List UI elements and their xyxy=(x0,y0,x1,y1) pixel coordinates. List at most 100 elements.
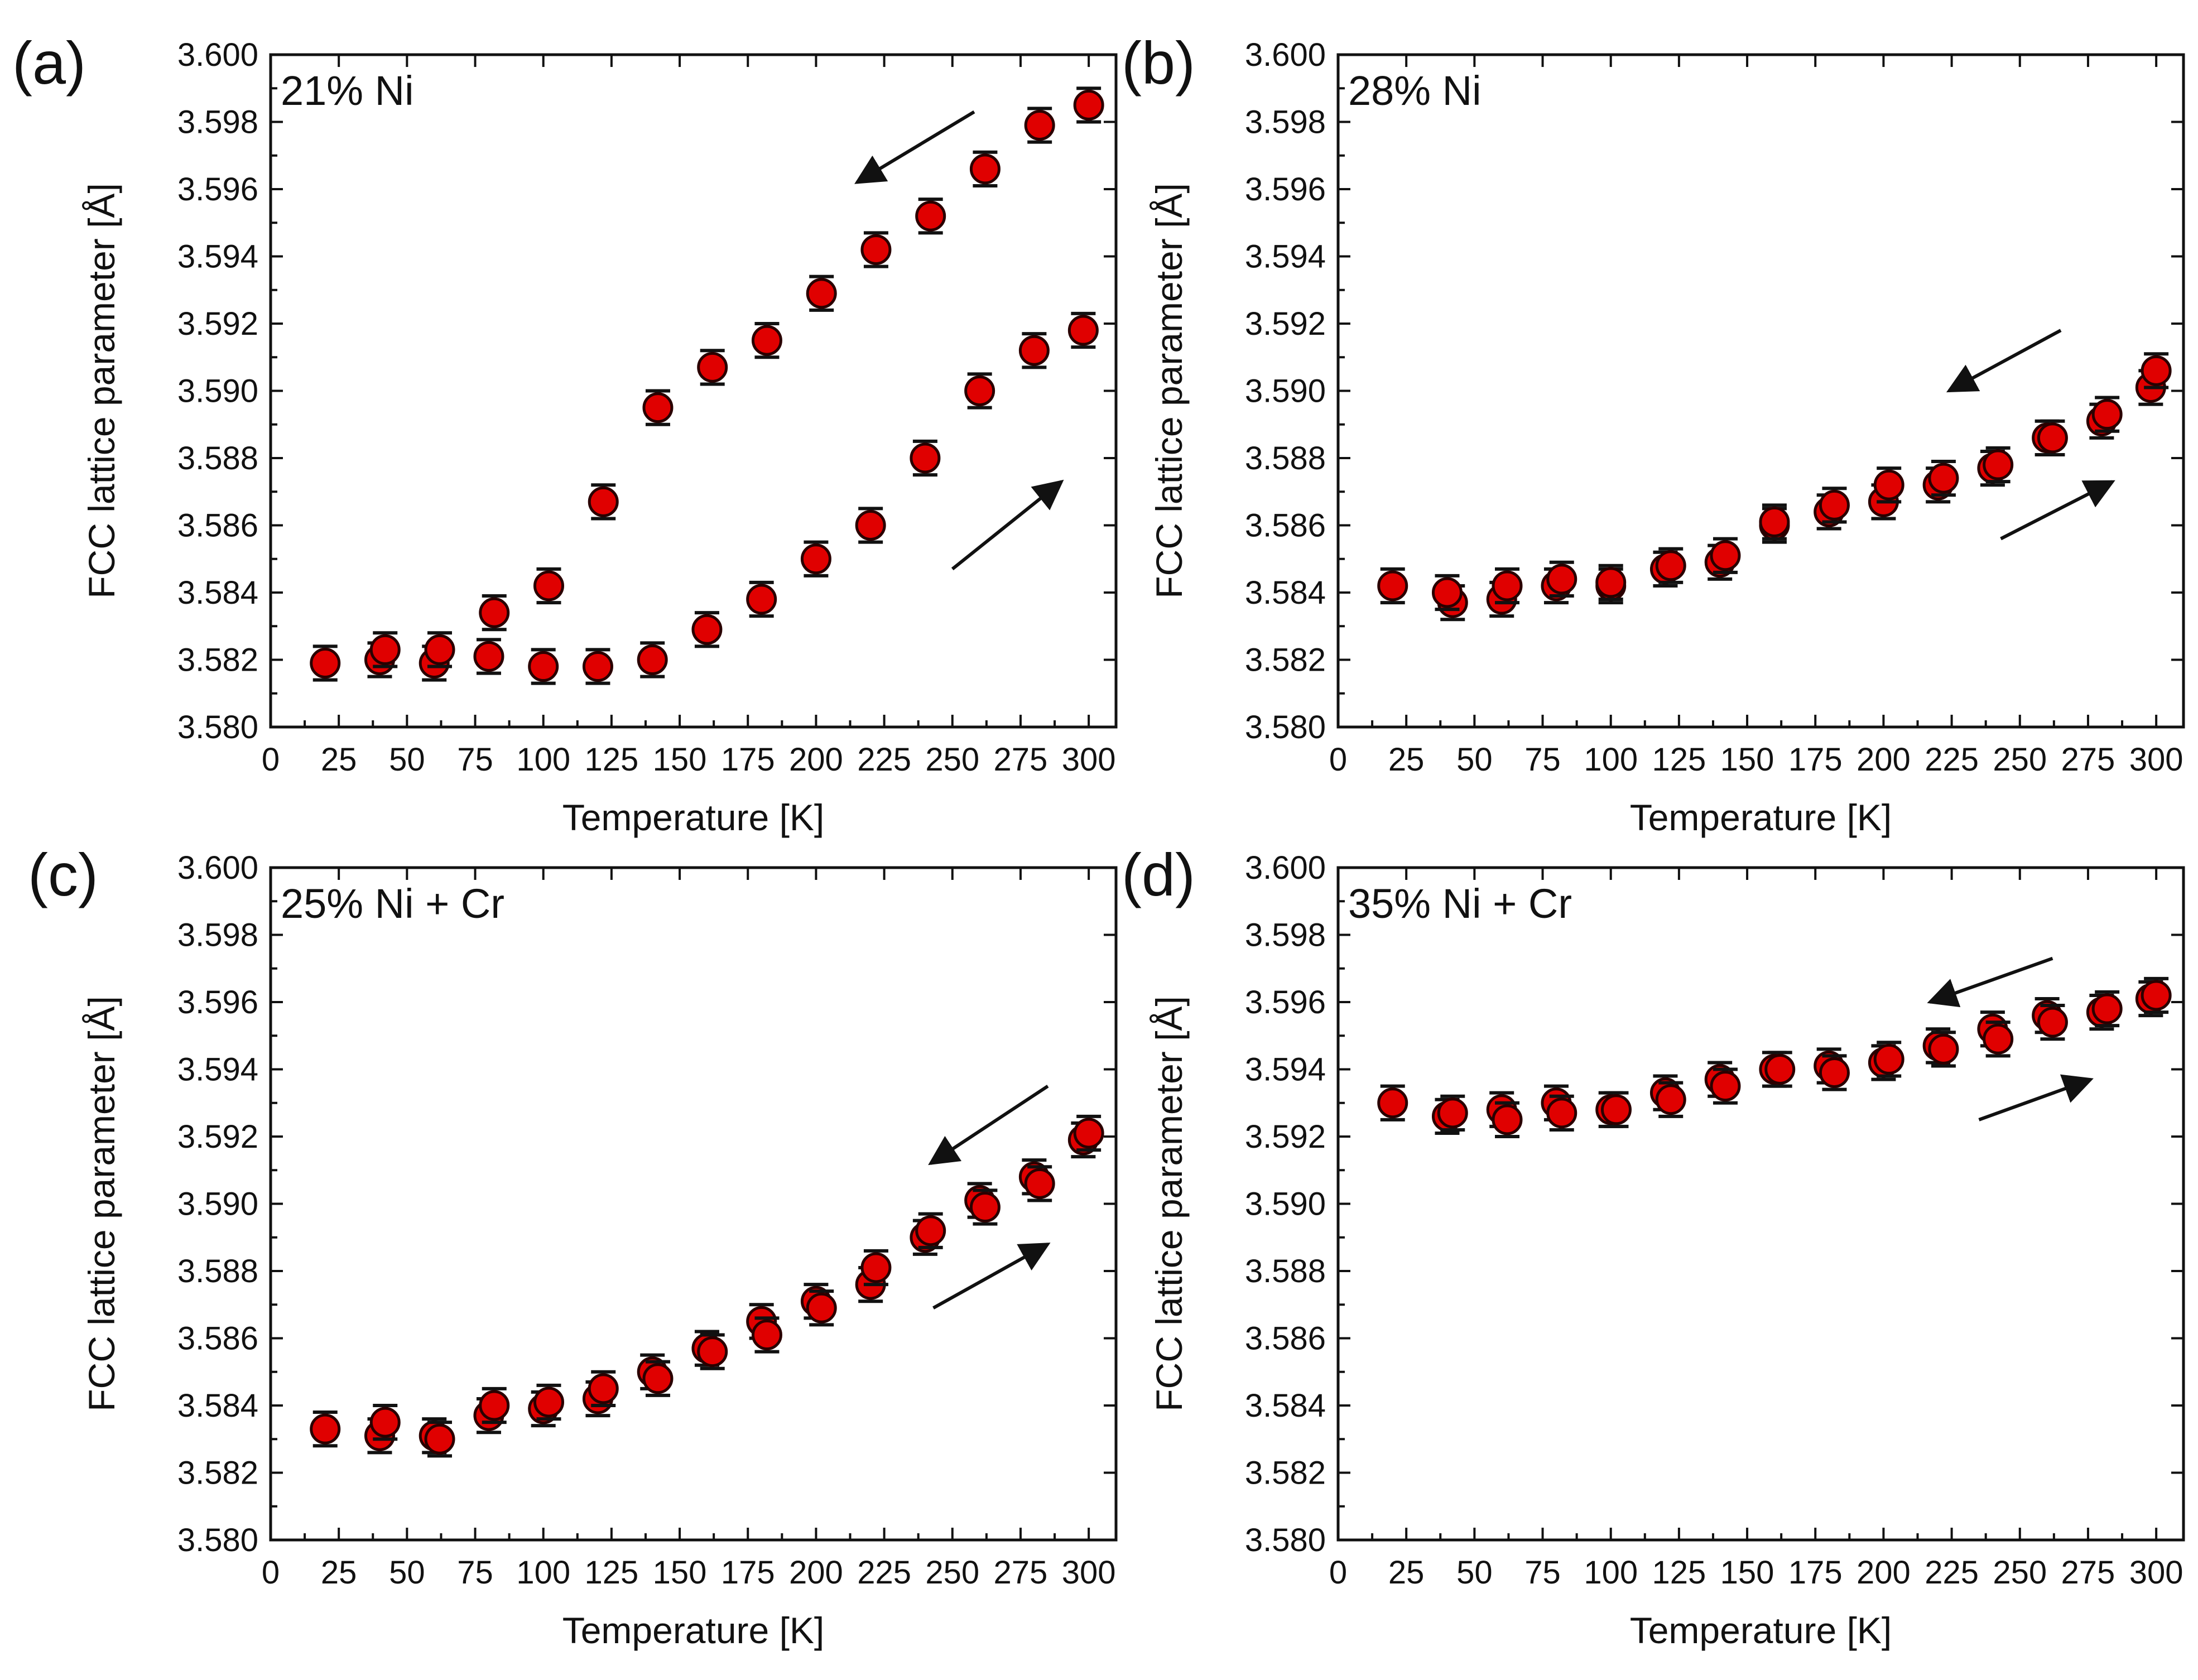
data-point-cooling xyxy=(1710,1071,1741,1102)
data-point-cooling xyxy=(1873,469,1904,500)
y-tick-label: 3.590 xyxy=(177,373,258,410)
data-point-heating xyxy=(855,510,886,541)
data-point-cooling xyxy=(1819,1057,1850,1089)
x-tick-label: 25 xyxy=(321,742,357,778)
x-tick-label: 50 xyxy=(1456,742,1493,778)
y-axis-title: FCC lattice parameter [Å] xyxy=(81,183,122,599)
y-tick-label: 3.582 xyxy=(1245,1455,1326,1491)
y-axis-title: FCC lattice parameter [Å] xyxy=(1148,183,1190,599)
x-tick-label: 200 xyxy=(1856,1554,1911,1591)
chart-panel-b: 0 25 50 75 100 125 150 175 200 225 250 275 300 3.580 3… xyxy=(1122,29,2185,838)
data-point-cooling xyxy=(1928,1033,1959,1065)
y-tick-label: 3.592 xyxy=(1245,1119,1326,1155)
x-tick-label: 200 xyxy=(1856,742,1911,778)
chart-panel-d: 0 25 50 75 100 125 150 175 200 225 250 275 300 3.580 3… xyxy=(1122,841,2185,1651)
panel-label: (b) xyxy=(1122,29,1195,97)
x-tick-label: 75 xyxy=(1524,1554,1561,1591)
data-point-cooling xyxy=(479,597,510,628)
y-tick-label: 3.588 xyxy=(177,1253,258,1289)
data-point-cooling xyxy=(369,634,401,665)
panel-title: 35% Ni + Cr xyxy=(1348,880,1572,927)
x-tick-label: 150 xyxy=(653,742,707,778)
y-tick-label: 3.584 xyxy=(1245,575,1326,611)
y-tick-label: 3.596 xyxy=(1245,984,1326,1020)
data-point-heating xyxy=(1377,1087,1408,1119)
x-tick-label: 175 xyxy=(1788,742,1843,778)
x-tick-label: 200 xyxy=(789,1554,843,1591)
data-point-cooling xyxy=(1073,1118,1104,1149)
y-tick-label: 3.594 xyxy=(1245,1052,1326,1088)
data-point-cooling xyxy=(642,1363,674,1394)
y-tick-label: 3.592 xyxy=(1245,306,1326,342)
data-point-cooling xyxy=(806,278,837,309)
x-tick-label: 300 xyxy=(2129,1554,2183,1591)
chart-panel-c: 0 25 50 75 100 125 150 175 200 225 250 275 300 3.580 3… xyxy=(28,841,1118,1651)
heating-arrow xyxy=(2000,480,2115,541)
y-tick-label: 3.580 xyxy=(177,709,258,745)
heating-arrow xyxy=(951,479,1064,571)
data-point-cooling xyxy=(1024,110,1055,141)
y-tick-label: 3.592 xyxy=(177,306,258,342)
cooling-arrow xyxy=(1927,956,2053,1008)
data-point-cooling xyxy=(751,325,782,356)
x-tick-label: 150 xyxy=(653,1554,707,1591)
x-tick-label: 275 xyxy=(994,1554,1048,1591)
data-point-cooling xyxy=(860,1252,892,1283)
panel-label: (c) xyxy=(28,841,98,908)
data-point-heating xyxy=(310,648,341,679)
x-tick-label: 100 xyxy=(516,742,570,778)
data-point-heating xyxy=(910,442,941,474)
x-tick-label: 300 xyxy=(1062,1554,1116,1591)
data-point-cooling xyxy=(2141,355,2172,386)
x-tick-label: 125 xyxy=(584,1554,638,1591)
y-tick-label: 3.600 xyxy=(1245,37,1326,73)
data-point-cooling xyxy=(1873,1043,1904,1075)
y-axis-title: FCC lattice parameter [Å] xyxy=(81,996,122,1412)
data-point-cooling xyxy=(424,634,455,665)
x-tick-label: 225 xyxy=(857,742,911,778)
x-axis-title: Temperature [K] xyxy=(1630,797,1892,838)
data-point-heating xyxy=(473,641,504,672)
data-point-heating xyxy=(582,651,613,682)
y-tick-label: 3.590 xyxy=(1245,1186,1326,1222)
data-point-heating xyxy=(637,644,668,675)
y-tick-label: 3.586 xyxy=(1245,508,1326,544)
x-tick-label: 0 xyxy=(262,1554,280,1591)
cooling-arrow xyxy=(928,1085,1049,1166)
data-point-cooling xyxy=(1492,570,1523,601)
cooling-arrow xyxy=(1946,329,2062,393)
y-tick-label: 3.594 xyxy=(177,1052,258,1088)
data-point-cooling xyxy=(2037,422,2068,454)
x-tick-label: 175 xyxy=(721,1554,775,1591)
data-point-heating xyxy=(691,614,723,645)
panel-title: 28% Ni xyxy=(1348,68,1482,114)
x-tick-label: 125 xyxy=(1652,1554,1706,1591)
x-tick-label: 150 xyxy=(1720,742,1774,778)
x-tick-label: 275 xyxy=(994,742,1048,778)
data-point-heating xyxy=(528,651,559,682)
data-point-cooling xyxy=(642,392,674,423)
x-axis-title: Temperature [K] xyxy=(1630,1610,1892,1651)
data-point-cooling xyxy=(479,1390,510,1421)
x-tick-label: 150 xyxy=(1720,1554,1774,1591)
x-axis-title: Temperature [K] xyxy=(562,797,825,838)
x-tick-label: 125 xyxy=(1652,742,1706,778)
x-tick-label: 25 xyxy=(321,1554,357,1591)
data-point-cooling xyxy=(697,352,728,383)
data-point-cooling xyxy=(860,234,892,265)
data-point-heating xyxy=(1377,570,1408,601)
x-tick-label: 200 xyxy=(789,742,843,778)
plot-frame xyxy=(1336,866,2185,1542)
x-tick-label: 225 xyxy=(857,1554,911,1591)
y-tick-label: 3.598 xyxy=(1245,104,1326,141)
data-point-cooling xyxy=(1764,1054,1796,1085)
x-tick-label: 300 xyxy=(1062,742,1116,778)
x-tick-label: 175 xyxy=(1788,1554,1843,1591)
data-point-heating xyxy=(1018,335,1050,366)
x-tick-label: 25 xyxy=(1388,742,1425,778)
y-tick-label: 3.590 xyxy=(177,1186,258,1222)
x-tick-label: 225 xyxy=(1925,1554,1979,1591)
panel-label: (a) xyxy=(12,29,86,97)
x-tick-label: 0 xyxy=(1329,742,1347,778)
data-point-heating xyxy=(310,1413,341,1445)
